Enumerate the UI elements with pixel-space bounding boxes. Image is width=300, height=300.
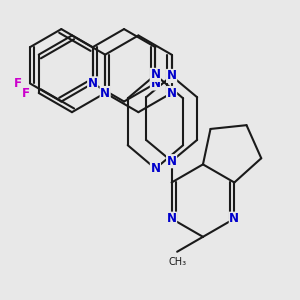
Text: N: N (167, 70, 177, 83)
Text: N: N (150, 68, 161, 81)
Text: N: N (150, 162, 161, 175)
Text: N: N (150, 77, 161, 90)
Text: CH₃: CH₃ (168, 257, 186, 267)
Text: F: F (14, 77, 22, 90)
Text: F: F (22, 86, 30, 100)
Text: N: N (167, 212, 177, 225)
Text: N: N (167, 86, 177, 100)
Text: N: N (229, 212, 239, 225)
Text: N: N (100, 86, 110, 100)
Text: N: N (88, 77, 98, 90)
Text: N: N (167, 155, 177, 168)
